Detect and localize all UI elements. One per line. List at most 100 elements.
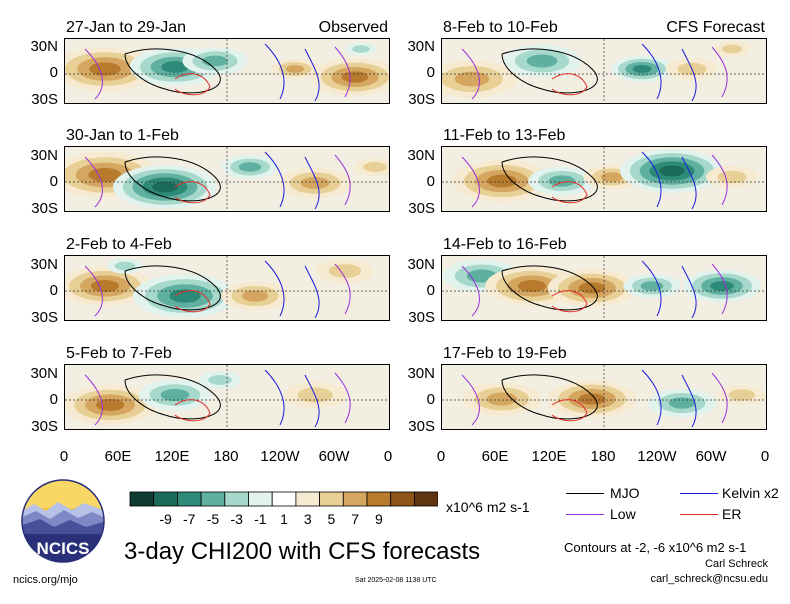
colorbar-tick-label: -3: [230, 511, 243, 527]
author: Carl Schreck: [705, 558, 768, 570]
colorbar-tick-label: -1: [254, 511, 267, 527]
email-link[interactable]: carl_schreck@ncsu.edu: [650, 573, 768, 585]
lat-label-30n: 30N: [407, 38, 435, 55]
anomaly-fill: [548, 175, 576, 187]
legend-er-label: ER: [722, 506, 742, 522]
chi-map-5: [442, 39, 766, 103]
colorbar-units: x10^6 m2 s-1: [446, 499, 530, 515]
anomaly-fill: [659, 165, 685, 177]
lon-label-180: 180: [213, 448, 239, 465]
contour-line: [264, 43, 320, 102]
colorbar-tick-label: 9: [375, 511, 383, 527]
colorbar-tick-label: 7: [351, 511, 359, 527]
anomaly-fill: [160, 388, 190, 402]
anomaly-fill: [202, 55, 228, 67]
lon-label-0: 0: [59, 448, 69, 465]
contour-line: [264, 260, 320, 319]
anomaly-fill: [454, 71, 490, 87]
contour-line: [501, 48, 598, 94]
anomaly-fill: [161, 61, 189, 73]
panel-title-3: 2-Feb to 4-Feb: [66, 236, 172, 253]
colorbar: -9 -7 -5 -3 -1 1 3 5 7 9: [129, 491, 438, 527]
colorbar-tick-label: 5: [328, 511, 336, 527]
colorbar-tick-label: -7: [183, 511, 196, 527]
anomaly-fill: [600, 172, 624, 182]
anomaly-fill: [668, 397, 696, 409]
colorbar-swatch: [366, 491, 392, 507]
panel-observed-4: [64, 364, 390, 430]
contour-line: [641, 369, 697, 428]
lat-label-30s: 30S: [31, 91, 58, 108]
contour-line: [551, 73, 588, 96]
colorbar-swatch: [153, 491, 178, 507]
chi-map-2: [65, 147, 389, 211]
colorbar-tick-label: -9: [159, 511, 172, 527]
lon-label-0-end: 0: [383, 448, 393, 465]
contour-line: [641, 260, 697, 319]
chi-map-1: [65, 39, 389, 103]
anomaly-fill: [95, 399, 125, 411]
lat-label-30s: 30S: [408, 418, 435, 435]
anomaly-fill: [352, 45, 370, 53]
lon-label-60w: 60W: [695, 448, 727, 465]
lat-label-30s: 30S: [31, 309, 58, 326]
lat-label-30s: 30S: [408, 91, 435, 108]
lat-label-0: 0: [49, 173, 58, 190]
contour-line: [641, 151, 697, 210]
anomaly-fill: [300, 176, 330, 190]
contour-line: [551, 181, 588, 204]
panel-forecast-4: [441, 364, 767, 430]
timestamp: Sat 2025-02-08 1138 UTC: [355, 577, 437, 584]
lat-label-30n: 30N: [30, 256, 58, 273]
panel-observed-3: [64, 255, 390, 321]
panel-observed-2: [64, 146, 390, 212]
lon-label-60e: 60E: [481, 448, 509, 465]
panel-title-8: 17-Feb to 19-Feb: [443, 345, 567, 362]
contour-line: [124, 265, 221, 311]
panel-label-forecast: CFS Forecast: [666, 19, 765, 36]
contours-note: Contours at -2, -6 x10^6 m2 s-1: [564, 540, 747, 555]
legend-low-label: Low: [610, 506, 636, 522]
panel-title-4: 5-Feb to 7-Feb: [66, 345, 172, 362]
main-title: 3-day CHI200 with CFS forecasts: [124, 538, 481, 565]
lat-label-30s: 30S: [408, 309, 435, 326]
anomaly-fill: [578, 393, 606, 405]
chi-map-6: [442, 147, 766, 211]
anomaly-fill: [169, 289, 201, 303]
colorbar-tick-label: 3: [304, 511, 312, 527]
contour-line: [551, 290, 588, 313]
anomaly-fill: [517, 280, 547, 292]
contour-line: [174, 73, 211, 96]
legend-kelvin-label: Kelvin x2: [722, 485, 779, 501]
lon-label-0: 0: [436, 448, 446, 465]
contour-line: [124, 48, 221, 94]
contour-line: [124, 374, 221, 420]
lat-label-30s: 30S: [408, 200, 435, 217]
contour-line: [461, 263, 728, 317]
site-link[interactable]: ncics.org/mjo: [13, 574, 78, 586]
anomaly-fill: [241, 290, 269, 302]
anomaly-fill: [717, 170, 747, 184]
contour-line: [84, 46, 351, 100]
anomaly-fill: [632, 65, 652, 73]
colorbar-swatch: [295, 491, 320, 507]
anomaly-fill: [89, 62, 121, 76]
lat-label-30n: 30N: [407, 365, 435, 382]
anomaly-fill: [152, 181, 178, 193]
lat-label-0: 0: [426, 173, 435, 190]
anomaly-fill: [328, 264, 362, 278]
lat-label-30n: 30N: [407, 147, 435, 164]
panel-title-1: 27-Jan to 29-Jan: [66, 19, 187, 36]
anomaly-fill: [90, 280, 120, 292]
anomaly-fill: [710, 281, 734, 291]
panel-title-7: 14-Feb to 16-Feb: [443, 236, 567, 253]
contour-line: [84, 372, 351, 426]
lat-label-0: 0: [49, 282, 58, 299]
chi-map-3: [65, 256, 389, 320]
contour-line: [501, 265, 598, 311]
contour-line: [124, 156, 221, 202]
lon-label-60e: 60E: [104, 448, 132, 465]
chi-map-4: [65, 365, 389, 429]
legend-low-line: [566, 514, 604, 515]
panel-observed-1: [64, 38, 390, 104]
